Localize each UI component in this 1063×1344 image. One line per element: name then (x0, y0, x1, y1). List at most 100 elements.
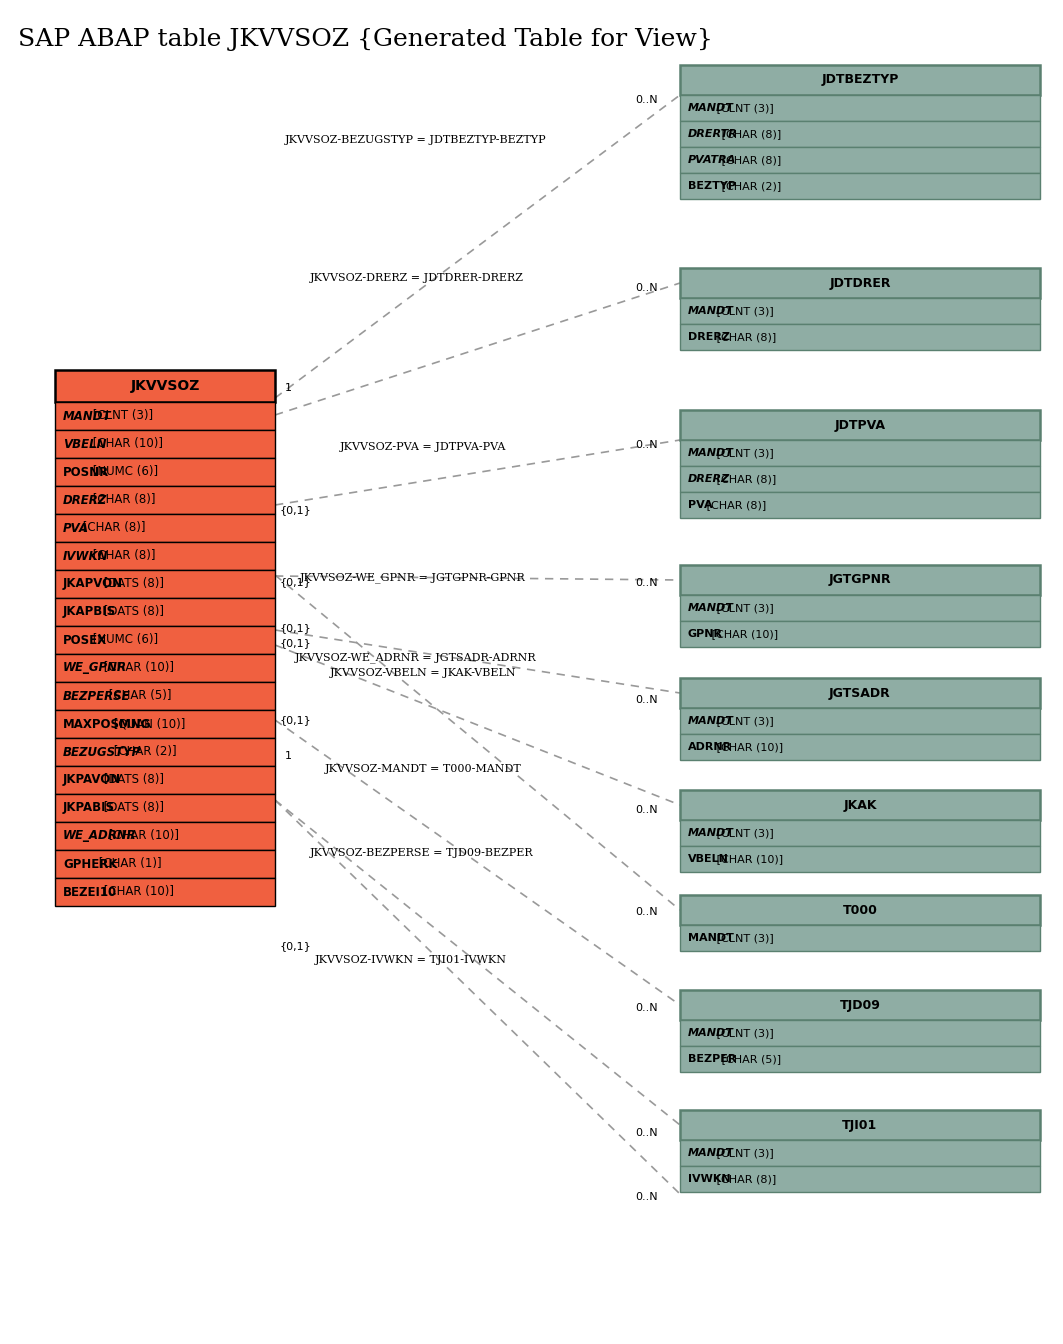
Text: [CHAR (10)]: [CHAR (10)] (713, 853, 783, 864)
Text: ADRNR: ADRNR (688, 742, 732, 753)
Text: T000: T000 (843, 903, 877, 917)
Text: [CHAR (8)]: [CHAR (8)] (89, 550, 156, 563)
Text: JDTDRER: JDTDRER (829, 277, 891, 289)
Bar (680, 820, 1040, 845)
Text: SAP ABAP table JKVVSOZ {Generated Table for View}: SAP ABAP table JKVVSOZ {Generated Table … (18, 28, 713, 51)
Text: [CLNT (3)]: [CLNT (3)] (713, 448, 774, 458)
Text: [CHAR (5)]: [CHAR (5)] (105, 689, 171, 703)
Text: 0..N: 0..N (635, 907, 658, 917)
Bar (680, 95, 1040, 121)
Bar (55, 626, 275, 655)
Text: VBELN: VBELN (688, 853, 729, 864)
Text: [CHAR (8)]: [CHAR (8)] (713, 332, 776, 341)
Text: DRERTR: DRERTR (688, 129, 738, 138)
Text: MANDT: MANDT (63, 410, 112, 422)
Bar (680, 790, 1040, 820)
Bar (55, 542, 275, 570)
Bar (680, 267, 1040, 298)
Bar (55, 598, 275, 626)
Bar (680, 324, 1040, 349)
Bar (55, 458, 275, 487)
Bar (55, 710, 275, 738)
Bar (680, 492, 1040, 517)
Text: {0,1}: {0,1} (280, 941, 311, 952)
Bar (55, 487, 275, 513)
Text: [QUAN (10)]: [QUAN (10)] (111, 718, 186, 731)
Text: [CHAR (1)]: [CHAR (1)] (95, 857, 162, 871)
Text: {0,1}: {0,1} (280, 715, 311, 724)
Text: [CHAR (8)]: [CHAR (8)] (89, 493, 156, 507)
Bar (680, 595, 1040, 621)
Text: [CHAR (8)]: [CHAR (8)] (703, 500, 766, 509)
Text: POSNR: POSNR (63, 465, 109, 478)
Text: MANDT: MANDT (688, 933, 733, 943)
Text: WE_ADRNR: WE_ADRNR (63, 829, 137, 843)
Bar (55, 655, 275, 681)
Bar (680, 564, 1040, 595)
Text: DRERZ: DRERZ (688, 332, 730, 341)
Text: PVA: PVA (688, 500, 712, 509)
Text: JKVVSOZ-WE_GPNR = JGTGPNR-GPNR: JKVVSOZ-WE_GPNR = JGTGPNR-GPNR (300, 573, 526, 583)
Text: WE_GPNR: WE_GPNR (63, 661, 126, 675)
Text: [CLNT (3)]: [CLNT (3)] (713, 306, 774, 316)
Text: [NUMC (6)]: [NUMC (6)] (89, 633, 158, 646)
Text: TJI01: TJI01 (842, 1118, 878, 1132)
Text: VBELN: VBELN (63, 438, 106, 450)
Text: JKVVSOZ-PVA = JDTPVA-PVA: JKVVSOZ-PVA = JDTPVA-PVA (340, 442, 506, 452)
Bar (680, 1020, 1040, 1046)
Text: BEZTYP: BEZTYP (688, 181, 736, 191)
Bar (680, 677, 1040, 708)
Text: MANDT: MANDT (688, 1028, 733, 1038)
Text: [CHAR (2)]: [CHAR (2)] (111, 746, 178, 758)
Text: 0..N: 0..N (635, 1192, 658, 1202)
Text: [CLNT (3)]: [CLNT (3)] (89, 410, 153, 422)
Text: {0,1}: {0,1} (280, 624, 311, 633)
Bar (55, 878, 275, 906)
Bar (680, 1140, 1040, 1167)
Text: IVWKN: IVWKN (63, 550, 108, 563)
Text: [DATS (8)]: [DATS (8)] (100, 774, 164, 786)
Bar (680, 895, 1040, 925)
Bar (55, 849, 275, 878)
Text: 0..N: 0..N (635, 695, 658, 706)
Bar (55, 794, 275, 823)
Bar (680, 439, 1040, 466)
Text: JKAPVON: JKAPVON (63, 578, 123, 590)
Bar (55, 823, 275, 849)
Text: DRERZ: DRERZ (63, 493, 107, 507)
Text: 0..N: 0..N (635, 95, 658, 105)
Text: JKVVSOZ-BEZUGSTYP = JDTBEZTYP-BEZTYP: JKVVSOZ-BEZUGSTYP = JDTBEZTYP-BEZTYP (285, 134, 546, 145)
Bar (680, 1110, 1040, 1140)
Bar (55, 766, 275, 794)
Text: BEZPERSE: BEZPERSE (63, 689, 131, 703)
Text: [CHAR (10)]: [CHAR (10)] (105, 829, 180, 843)
Text: MANDT: MANDT (688, 828, 733, 839)
Bar (680, 121, 1040, 146)
Text: [CLNT (3)]: [CLNT (3)] (713, 1028, 774, 1038)
Bar (55, 402, 275, 430)
Text: {0,1}: {0,1} (280, 505, 311, 515)
Text: JKAPBIS: JKAPBIS (63, 606, 116, 618)
Bar (680, 1167, 1040, 1192)
Text: 1: 1 (285, 751, 292, 761)
Text: [CHAR (10)]: [CHAR (10)] (100, 886, 174, 899)
Text: JKPAVON: JKPAVON (63, 774, 121, 786)
Text: MANDT: MANDT (688, 1148, 733, 1159)
Bar (680, 845, 1040, 872)
Bar (680, 298, 1040, 324)
Bar (55, 738, 275, 766)
Text: [CHAR (5)]: [CHAR (5)] (718, 1054, 781, 1064)
Text: 0..N: 0..N (635, 439, 658, 450)
Text: [CLNT (3)]: [CLNT (3)] (713, 603, 774, 613)
Text: 0..N: 0..N (635, 284, 658, 293)
Text: JKVVSOZ-DRERZ = JDTDRER-DRERZ: JKVVSOZ-DRERZ = JDTDRER-DRERZ (310, 273, 524, 284)
Text: TJD09: TJD09 (840, 999, 880, 1012)
Text: [CLNT (3)]: [CLNT (3)] (713, 1148, 774, 1159)
Text: MANDT: MANDT (688, 306, 733, 316)
Bar (680, 410, 1040, 439)
Text: JKVVSOZ-BEZPERSE = TJD09-BEZPER: JKVVSOZ-BEZPERSE = TJD09-BEZPER (310, 848, 534, 857)
Text: [DATS (8)]: [DATS (8)] (100, 606, 164, 618)
Text: 0..N: 0..N (635, 805, 658, 814)
Bar (680, 925, 1040, 952)
Text: BEZUGSTYP: BEZUGSTYP (63, 746, 141, 758)
